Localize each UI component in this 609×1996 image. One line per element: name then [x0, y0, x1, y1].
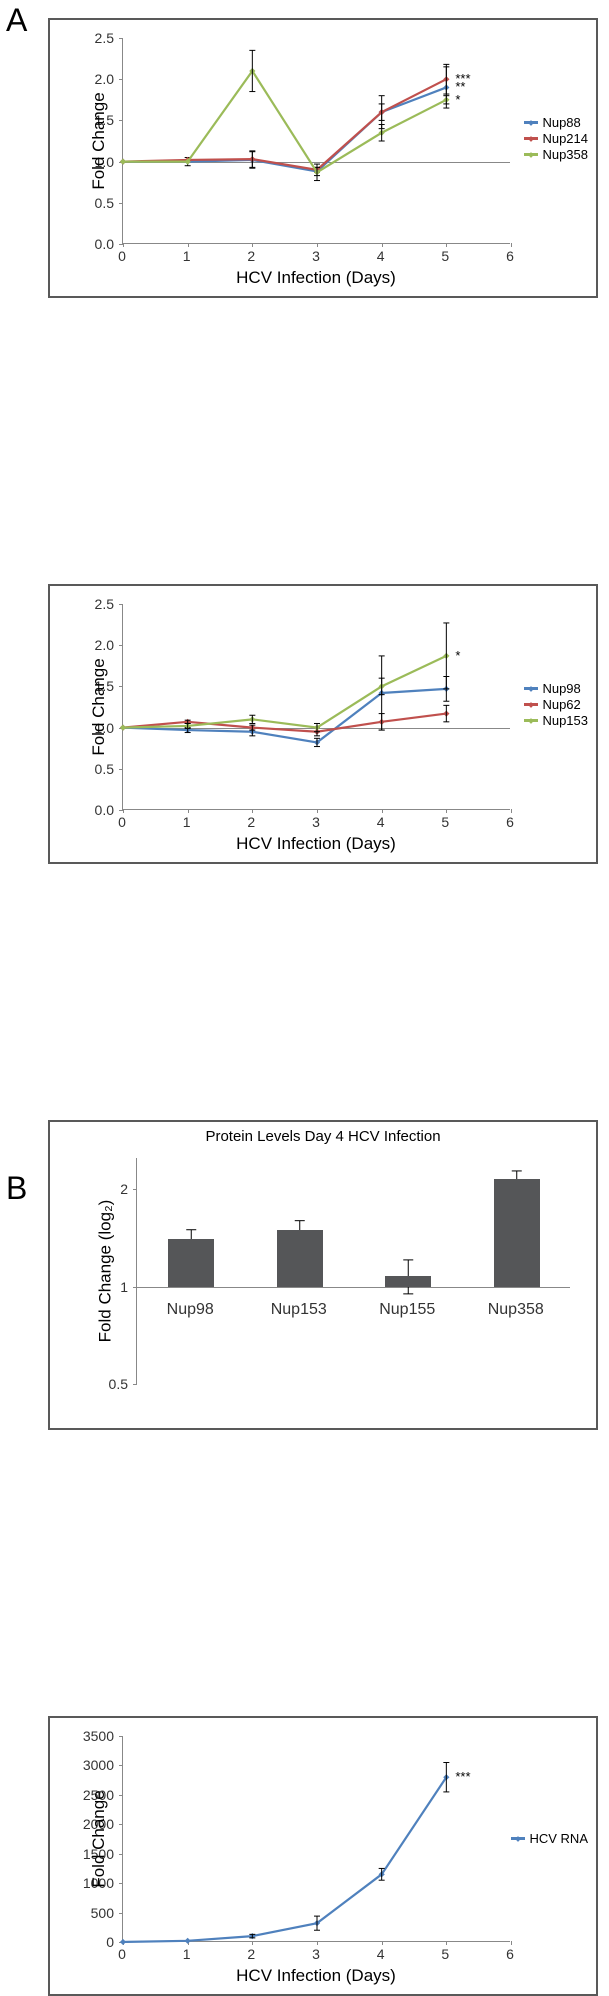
bar: [168, 1239, 214, 1286]
bar-category-label: Nup153: [271, 1301, 327, 1319]
x-tick-label: 0: [118, 814, 126, 830]
legend-item: Nup88: [524, 115, 588, 130]
y-tick-label: 3500: [0, 1728, 114, 1744]
y-axis-label: Fold Change: [89, 92, 109, 189]
bar: [494, 1179, 540, 1286]
legend-label: HCV RNA: [529, 1831, 588, 1846]
x-tick-label: 1: [183, 248, 191, 264]
bar-category-label: Nup98: [167, 1301, 214, 1319]
y-tick-label: 2.0: [0, 71, 114, 87]
x-tick-label: 5: [441, 1946, 449, 1962]
x-axis-label: HCV Infection (Days): [122, 268, 510, 288]
series-line: [123, 87, 446, 171]
x-tick-label: 6: [506, 248, 514, 264]
bar: [277, 1230, 323, 1287]
x-tick-label: 2: [247, 1946, 255, 1962]
x-axis-label: HCV Infection (Days): [122, 834, 510, 854]
y-tick-label: 3000: [0, 1757, 114, 1773]
y-tick-label: 500: [0, 1905, 114, 1921]
legend-label: Nup62: [542, 697, 580, 712]
x-tick-label: 3: [312, 1946, 320, 1962]
y-tick-label: 2.5: [0, 30, 114, 46]
legend: Nup88Nup214Nup358: [524, 114, 588, 163]
significance-label: *: [455, 92, 460, 107]
x-tick-label: 0: [118, 248, 126, 264]
significance-label: ***: [455, 71, 470, 86]
plot-area: [122, 604, 510, 810]
legend-label: Nup153: [542, 713, 588, 728]
x-tick-label: 2: [247, 814, 255, 830]
y-axis-label: Fold Change: [89, 658, 109, 755]
legend-label: Nup214: [542, 131, 588, 146]
legend-item: Nup62: [524, 697, 588, 712]
x-tick-label: 5: [441, 248, 449, 264]
line-chart-1: 0.00.51.01.52.02.50123456*Nup98Nup62Nup1…: [48, 584, 598, 864]
legend: Nup98Nup62Nup153: [524, 680, 588, 729]
line-chart-0: 0.00.51.01.52.02.50123456******Nup88Nup2…: [48, 18, 598, 298]
legend-label: Nup358: [542, 147, 588, 162]
y-tick-label: 0.5: [0, 195, 114, 211]
y-tick-label: 2.0: [0, 637, 114, 653]
y-tick-label: 0: [0, 1934, 114, 1950]
y-tick-label: 0.0: [0, 802, 114, 818]
x-tick-label: 4: [377, 248, 385, 264]
legend-item: Nup98: [524, 681, 588, 696]
bar-category-label: Nup358: [488, 1301, 544, 1319]
legend-item: Nup153: [524, 713, 588, 728]
y-tick-label: 0.5: [0, 761, 114, 777]
x-tick-label: 1: [183, 1946, 191, 1962]
y-tick-label: 0.5: [0, 1376, 128, 1392]
series-line: [123, 71, 446, 172]
y-tick-label: 2.5: [0, 596, 114, 612]
x-axis-label: HCV Infection (Days): [122, 1966, 510, 1986]
plot-area: [136, 1158, 570, 1384]
bar-chart: Protein Levels Day 4 HCV Infection0.512N…: [48, 1120, 598, 1430]
x-tick-label: 1: [183, 814, 191, 830]
legend: HCV RNA: [511, 1830, 588, 1847]
x-tick-label: 6: [506, 1946, 514, 1962]
x-tick-label: 4: [377, 1946, 385, 1962]
line-chart-3: 05001000150020002500300035000123456***HC…: [48, 1716, 598, 1996]
y-axis-label: Fold Change: [89, 1790, 109, 1887]
series-line: [123, 689, 446, 743]
y-tick-label: 2: [0, 1181, 128, 1197]
x-tick-label: 2: [247, 248, 255, 264]
x-tick-label: 3: [312, 248, 320, 264]
significance-label: ***: [455, 1769, 470, 1784]
x-tick-label: 5: [441, 814, 449, 830]
legend-item: Nup214: [524, 131, 588, 146]
significance-label: *: [455, 648, 460, 663]
legend-label: Nup88: [542, 115, 580, 130]
bar-category-label: Nup155: [379, 1301, 435, 1319]
y-axis-label: Fold Change (log₂): [96, 1200, 116, 1343]
plot-area: [122, 38, 510, 244]
legend-item: HCV RNA: [511, 1831, 588, 1846]
series-line: [123, 1777, 446, 1942]
x-tick-label: 4: [377, 814, 385, 830]
legend-label: Nup98: [542, 681, 580, 696]
chart-title: Protein Levels Day 4 HCV Infection: [50, 1128, 596, 1145]
x-tick-label: 0: [118, 1946, 126, 1962]
x-tick-label: 6: [506, 814, 514, 830]
y-tick-label: 0.0: [0, 236, 114, 252]
x-tick-label: 3: [312, 814, 320, 830]
plot-area: [122, 1736, 510, 1942]
legend-item: Nup358: [524, 147, 588, 162]
bar: [385, 1276, 431, 1287]
